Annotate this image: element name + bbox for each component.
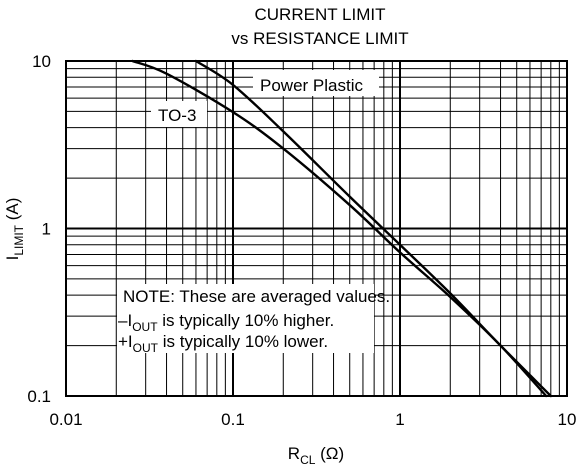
power-plastic-label: Power Plastic xyxy=(260,76,363,95)
x-tick-label: 0.1 xyxy=(221,410,245,429)
x-tick-label: 1 xyxy=(395,410,404,429)
x-axis-label-main: R xyxy=(288,444,300,463)
x-axis-label: RCL (Ω) xyxy=(288,444,344,467)
chart-title: CURRENT LIMIT xyxy=(255,5,386,24)
to3-label-box xyxy=(151,101,207,127)
note-line-2-subscript: OUT xyxy=(132,320,158,334)
y-tick-labels: 0.1 1 10 xyxy=(27,52,51,406)
note-line-2: –IOUT is typically 10% higher. xyxy=(118,311,334,334)
y-axis-label-subscript: LIMIT xyxy=(12,224,26,255)
note-line-2-suffix: is typically 10% higher. xyxy=(158,311,335,330)
note-line-1-text: NOTE: These are averaged values. xyxy=(123,287,390,306)
note-line-3-prefix: +I xyxy=(118,332,133,351)
note-line-2-prefix: –I xyxy=(118,311,132,330)
note-line-3-suffix: is typically 10% lower. xyxy=(158,332,328,351)
y-tick-label: 1 xyxy=(42,220,51,239)
y-axis-label: ILIMIT (A) xyxy=(3,198,26,261)
to3-curve xyxy=(131,59,548,398)
note-line-1: NOTE: These are averaged values. xyxy=(123,287,390,306)
x-tick-label: 0.01 xyxy=(49,410,82,429)
plot-frame xyxy=(65,60,568,397)
series-layer xyxy=(131,59,553,398)
x-axis-label-suffix: (Ω) xyxy=(315,444,344,463)
y-tick-label: 10 xyxy=(32,52,51,71)
y-axis-label-main: I xyxy=(3,256,22,261)
x-tick-labels: 0.01 0.1 1 10 xyxy=(49,410,576,429)
power-plastic-label-box xyxy=(253,70,379,96)
to3-label: TO-3 xyxy=(158,106,196,125)
note-line-3: +IOUT is typically 10% lower. xyxy=(118,332,328,355)
chart-subtitle: vs RESISTANCE LIMIT xyxy=(231,29,408,48)
y-tick-label: 0.1 xyxy=(27,387,51,406)
note-line-3-subscript: OUT xyxy=(133,341,159,355)
x-tick-label: 10 xyxy=(558,410,576,429)
note-box xyxy=(117,284,374,353)
y-axis-label-suffix: (A) xyxy=(3,198,22,225)
x-axis-label-subscript: CL xyxy=(300,453,316,467)
